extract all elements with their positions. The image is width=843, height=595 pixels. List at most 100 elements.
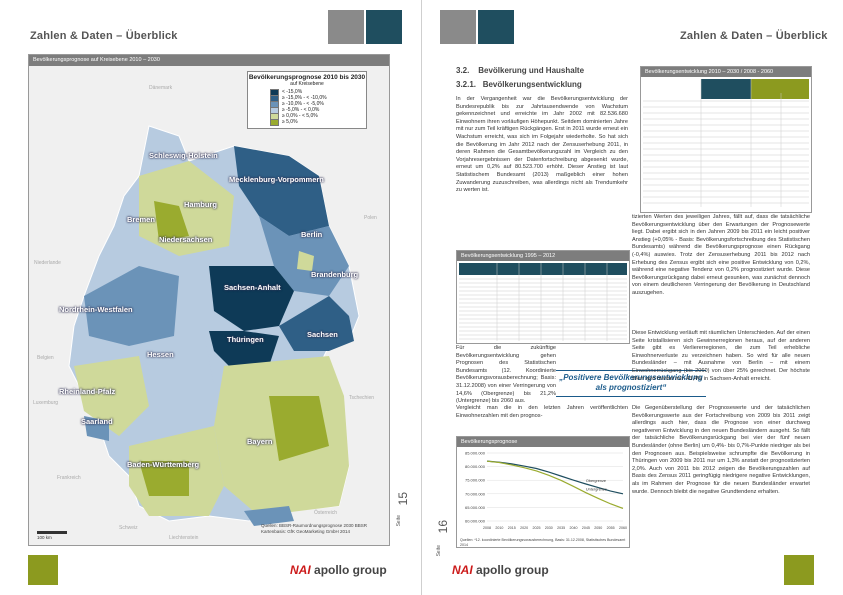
x-tick-label: 2040 xyxy=(570,526,578,530)
country-label-belgien: Belgien xyxy=(37,355,54,361)
header-square-grey xyxy=(440,10,476,44)
company-logo: NAI apollo group xyxy=(290,563,387,577)
germany-map xyxy=(29,66,389,545)
logo-text: apollo group xyxy=(314,563,387,577)
country-label-oesterreich: Österreich xyxy=(314,510,338,516)
header-square-teal xyxy=(478,10,514,44)
country-label-schweiz: Schweiz xyxy=(119,525,138,531)
series-label: Obergrenze xyxy=(586,479,606,483)
legend-label: ≥ -15,0% - < -10,0% xyxy=(282,95,327,101)
map-legend: Bevölkerungsprognose 2010 bis 2030 auf K… xyxy=(247,71,367,129)
right-page: Zahlen & Daten – Überblick 3.2. Bevölker… xyxy=(422,0,843,595)
x-tick-label: 2008 xyxy=(483,526,491,530)
state-label: Baden-Württemberg xyxy=(127,460,200,469)
page-title: Zahlen & Daten – Überblick xyxy=(680,30,828,42)
state-label: Berlin xyxy=(301,230,323,239)
population-forecast-chart: Bevölkerungsprognose 85.000.000 80.000.00… xyxy=(456,436,630,548)
germany-map-figure: Bevölkerungsprognose auf Kreisebene 2010… xyxy=(28,54,390,546)
state-label: Saarland xyxy=(81,417,113,426)
state-label: Sachsen-Anhalt xyxy=(224,283,281,292)
left-page: Zahlen & Daten – Überblick Bevölkerungsp… xyxy=(28,0,422,595)
y-tick-label: 85.000.000 xyxy=(465,451,486,456)
page-title: Zahlen & Daten – Überblick xyxy=(30,30,178,42)
scale-label: 100 km xyxy=(37,535,52,540)
seite-label: Seite xyxy=(436,545,442,557)
seite-label: Seite xyxy=(396,515,402,527)
state-label: Bayern xyxy=(247,437,273,446)
population-table-1995-2012: Bevölkerungsentwicklung 1995 – 2012 xyxy=(456,250,630,344)
country-label-frankreich: Frankreich xyxy=(57,475,81,481)
map-source: Quellen: BBSR-Raumordnungsprognose 2030 … xyxy=(261,523,367,535)
country-label-tschechien: Tschechien xyxy=(349,395,375,401)
section-heading: 3.2. Bevölkerung und Haushalte xyxy=(456,66,584,75)
chart-source: Quellen: *12. koordinierte Bevölkerungsv… xyxy=(460,538,626,547)
pull-quote: „Positivere Bevölkerungsentwicklung als … xyxy=(559,373,703,392)
x-tick-label: 2020 xyxy=(520,526,528,530)
page-number: 16 xyxy=(436,520,450,534)
table-title: Bevölkerungsentwicklung 2010 – 2030 / 20… xyxy=(641,67,811,77)
series-label: Untergrenze xyxy=(586,488,607,492)
subsection-title: Bevölkerungsentwicklung xyxy=(482,80,582,89)
legend-item: ≥ 5,0% xyxy=(248,118,366,126)
population-table-2010-2060: Bevölkerungsentwicklung 2010 – 2030 / 20… xyxy=(640,66,812,213)
right-column-paragraph-2: Diese Entwicklung verläuft mit räumliche… xyxy=(632,330,810,382)
logo-mark: NAI xyxy=(290,563,311,577)
table-title: Bevölkerungsentwicklung 1995 – 2012 xyxy=(457,251,629,261)
state-label: Brandenburg xyxy=(311,270,359,279)
table-grid xyxy=(459,263,627,341)
comparison-paragraph: Vergleicht man die in den letzten Jahren… xyxy=(456,405,628,419)
country-label-niederlande: Niederlande xyxy=(34,260,61,266)
state-label: Thüringen xyxy=(227,335,264,344)
right-column-paragraph-3: Die Gegenüberstellung der Prognosewerte … xyxy=(632,405,810,495)
series-line-obergrenze xyxy=(486,460,624,495)
forecast-paragraph: Für die zukünftige Bevölkerungsentwicklu… xyxy=(456,345,556,405)
scale-bar xyxy=(37,531,67,534)
x-tick-label: 2055 xyxy=(607,526,615,530)
logo-mark: NAI xyxy=(452,563,473,577)
section-number: 3.2. xyxy=(456,66,470,75)
map-source-line: Kartenbasis: GfK GeoMarketing GmbH 2014 xyxy=(261,529,351,534)
state-label: Bremen xyxy=(127,215,155,224)
series-line-untergrenze xyxy=(486,460,624,510)
right-column-paragraph-1: tizierten Werten des jeweiligen Jahres, … xyxy=(632,214,810,296)
state-label: Rheinland-Pfalz xyxy=(59,387,116,396)
legend-title: Bevölkerungsprognose 2010 bis 2030 xyxy=(248,74,366,81)
y-tick-label: 70.000.000 xyxy=(465,491,486,496)
legend-label: < -15,0% xyxy=(282,89,303,95)
state-label: Hamburg xyxy=(184,200,217,209)
state-label: Niedersachsen xyxy=(159,235,213,244)
quote-rule-top xyxy=(556,370,706,371)
table-grid xyxy=(643,79,809,207)
legend-label: ≥ -10,0% - < -5,0% xyxy=(282,101,324,107)
x-tick-label: 2025 xyxy=(532,526,540,530)
country-label-polen: Polen xyxy=(364,215,377,221)
footer-square xyxy=(784,555,814,585)
y-tick-label: 65.000.000 xyxy=(465,505,486,510)
map-source-line: Quellen: BBSR-Raumordnungsprognose 2030 … xyxy=(261,523,368,528)
legend-label: ≥ 5,0% xyxy=(282,119,298,125)
map-scale: 100 km xyxy=(37,531,67,540)
state-label: Schleswig-Holstein xyxy=(149,151,218,160)
page-number: 15 xyxy=(396,492,410,506)
legend-label: ≥ 0,0% - < 5,0% xyxy=(282,113,318,119)
x-tick-label: 2015 xyxy=(508,526,516,530)
subsection-heading: 3.2.1. Bevölkerungsentwicklung xyxy=(456,80,582,89)
logo-text: apollo group xyxy=(476,563,549,577)
state-label: Hessen xyxy=(147,350,174,359)
y-tick-label: 60.000.000 xyxy=(465,519,486,524)
y-tick-label: 75.000.000 xyxy=(465,478,486,483)
chart-title: Bevölkerungsprognose xyxy=(457,437,629,447)
footer-square xyxy=(28,555,58,585)
x-tick-label: 2035 xyxy=(557,526,565,530)
header-square-grey xyxy=(328,10,364,44)
section-title: Bevölkerung und Haushalte xyxy=(478,66,585,75)
legend-swatch xyxy=(270,118,279,126)
country-label-luxemburg: Luxemburg xyxy=(33,400,59,406)
company-logo: NAI apollo group xyxy=(452,563,549,577)
x-tick-label: 2030 xyxy=(545,526,553,530)
intro-paragraph: In der Vergangenheit war die Bevölkerung… xyxy=(456,96,628,194)
header-square-teal xyxy=(366,10,402,44)
x-tick-label: 2010 xyxy=(495,526,503,530)
chart-plot: 85.000.000 80.000.000 75.000.000 70.000.000… xyxy=(465,451,627,531)
state-label: Mecklenburg-Vorpommern xyxy=(229,175,324,184)
